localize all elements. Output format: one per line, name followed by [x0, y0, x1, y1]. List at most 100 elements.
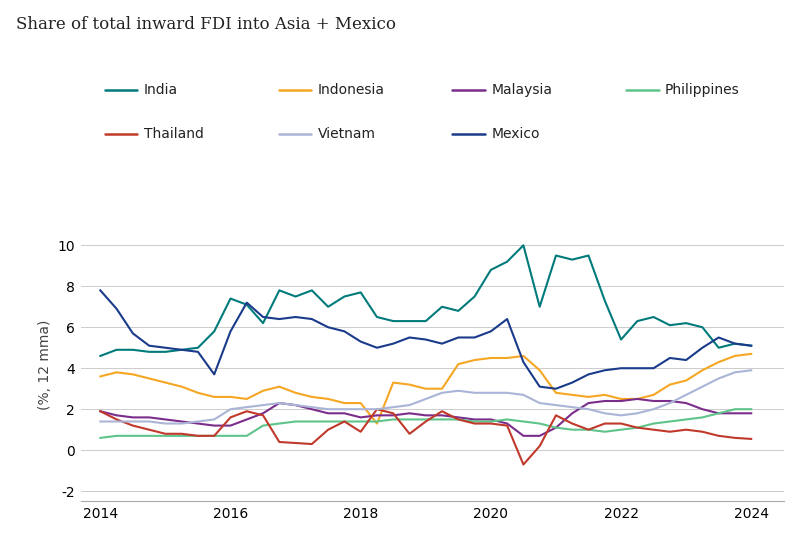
India — [209, 328, 219, 335]
Mexico — [421, 336, 431, 343]
Thailand — [95, 408, 105, 415]
Text: Philippines: Philippines — [665, 83, 740, 97]
Line: Mexico: Mexico — [100, 290, 751, 389]
Mexico — [161, 344, 170, 351]
Vietnam — [291, 402, 301, 408]
Philippines — [242, 433, 251, 439]
India — [649, 314, 659, 320]
Thailand — [339, 418, 349, 425]
Indonesia — [161, 379, 170, 386]
Thailand — [551, 412, 561, 419]
Malaysia — [339, 410, 349, 416]
Line: Philippines: Philippines — [100, 409, 751, 438]
Philippines — [372, 418, 382, 425]
Thailand — [437, 408, 447, 415]
Mexico — [535, 383, 545, 390]
Vietnam — [323, 406, 333, 413]
Thailand — [535, 443, 545, 449]
India — [177, 347, 187, 353]
Malaysia — [323, 410, 333, 416]
Mexico — [713, 334, 723, 341]
India — [112, 347, 121, 353]
Mexico — [649, 365, 659, 372]
India — [583, 252, 593, 259]
Philippines — [617, 426, 626, 433]
Vietnam — [389, 404, 398, 410]
Philippines — [747, 406, 756, 413]
Malaysia — [356, 414, 365, 421]
India — [713, 344, 723, 351]
Mexico — [323, 324, 333, 330]
Vietnam — [551, 402, 561, 408]
Thailand — [405, 431, 415, 437]
India — [421, 318, 431, 324]
Mexico — [503, 316, 512, 322]
Malaysia — [242, 416, 251, 423]
Indonesia — [323, 396, 333, 402]
Malaysia — [275, 400, 284, 407]
Vietnam — [486, 390, 495, 396]
Thailand — [356, 428, 365, 435]
India — [145, 349, 154, 355]
Indonesia — [551, 390, 561, 396]
India — [389, 318, 398, 324]
Indonesia — [356, 400, 365, 407]
Vietnam — [437, 390, 447, 396]
Thailand — [633, 425, 642, 431]
Indonesia — [242, 396, 251, 402]
Philippines — [519, 418, 528, 425]
Vietnam — [405, 402, 415, 408]
Thailand — [307, 441, 317, 447]
India — [161, 349, 170, 355]
Vietnam — [567, 404, 577, 410]
Vietnam — [339, 406, 349, 413]
Malaysia — [225, 422, 235, 429]
Indonesia — [713, 359, 723, 365]
Vietnam — [681, 392, 691, 398]
Line: Vietnam: Vietnam — [100, 370, 751, 423]
Vietnam — [535, 400, 545, 407]
Malaysia — [583, 400, 593, 407]
Indonesia — [600, 392, 609, 398]
Thailand — [389, 410, 398, 416]
Line: Indonesia: Indonesia — [100, 354, 751, 423]
India — [291, 293, 301, 300]
Philippines — [567, 426, 577, 433]
Mexico — [177, 347, 187, 353]
Vietnam — [503, 390, 512, 396]
Thailand — [242, 408, 251, 415]
Text: Indonesia: Indonesia — [318, 83, 385, 97]
Thailand — [503, 422, 512, 429]
Vietnam — [242, 404, 251, 410]
Thailand — [697, 428, 707, 435]
Philippines — [600, 428, 609, 435]
Y-axis label: (%, 12 mma): (%, 12 mma) — [38, 320, 52, 410]
Philippines — [681, 416, 691, 423]
Philippines — [339, 418, 349, 425]
Indonesia — [421, 385, 431, 392]
Malaysia — [291, 402, 301, 408]
Philippines — [95, 434, 105, 441]
Thailand — [209, 433, 219, 439]
Indonesia — [112, 369, 121, 376]
India — [503, 258, 512, 265]
India — [697, 324, 707, 330]
India — [747, 342, 756, 349]
Thailand — [145, 426, 154, 433]
Malaysia — [747, 410, 756, 416]
Thailand — [323, 426, 333, 433]
India — [307, 287, 317, 294]
Philippines — [405, 416, 415, 423]
Indonesia — [747, 350, 756, 357]
Indonesia — [307, 393, 317, 400]
Philippines — [665, 418, 675, 425]
Thailand — [259, 412, 268, 419]
Thailand — [421, 418, 431, 425]
Indonesia — [389, 379, 398, 386]
Thailand — [583, 426, 593, 433]
Mexico — [437, 341, 447, 347]
Malaysia — [649, 398, 659, 404]
India — [128, 347, 137, 353]
India — [600, 298, 609, 304]
Vietnam — [519, 392, 528, 398]
